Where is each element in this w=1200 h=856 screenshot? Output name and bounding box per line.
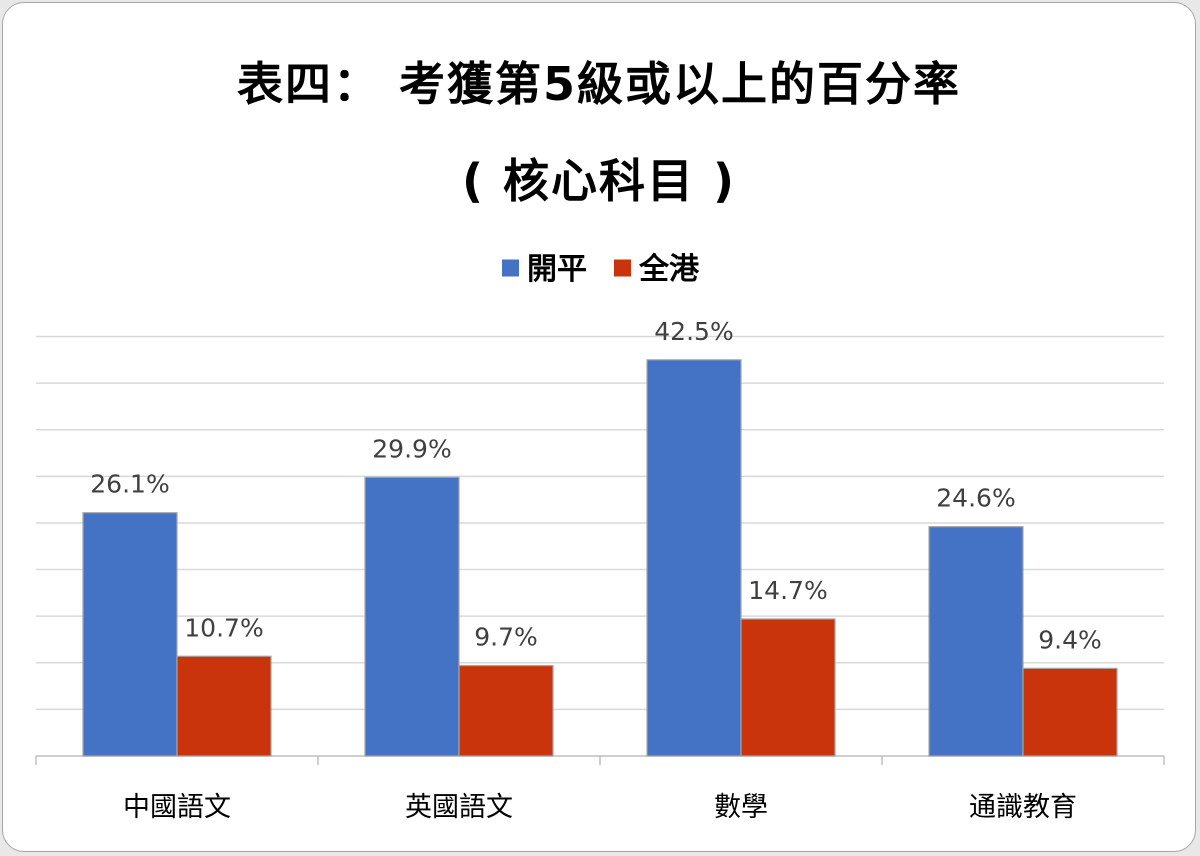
legend-swatch-kaiping [502, 259, 519, 277]
x-tick-label: 數學 [714, 792, 768, 823]
legend-label: 開平 [527, 252, 587, 287]
bar-hongkong [176, 655, 272, 757]
data-label: 42.5% [654, 317, 733, 346]
chart-subtitle: ( 核心科目 ) [461, 154, 737, 208]
data-label: 26.1% [90, 470, 169, 499]
bar-hongkong [740, 618, 836, 757]
x-tick-label: 中國語文 [123, 792, 231, 823]
x-tick-label: 通識教育 [969, 792, 1077, 823]
data-label: 10.7% [184, 613, 263, 642]
legend-swatch-hongkong [614, 259, 631, 277]
data-label: 9.4% [1038, 625, 1102, 654]
bar-kaiping [364, 476, 460, 757]
data-label: 29.9% [372, 434, 451, 463]
legend-label: 全港 [638, 252, 700, 287]
x-tick-label: 英國語文 [405, 792, 513, 823]
data-label: 9.7% [474, 623, 538, 652]
bar-kaiping [928, 526, 1024, 757]
chart-title: 表四： 考獲第5級或以上的百分率 [236, 57, 962, 111]
bar-hongkong [1022, 667, 1118, 757]
data-label: 24.6% [936, 484, 1015, 513]
bar-kaiping [82, 512, 178, 757]
data-label: 14.7% [748, 576, 827, 605]
bar-kaiping [646, 359, 742, 757]
bar-hongkong [458, 664, 554, 757]
